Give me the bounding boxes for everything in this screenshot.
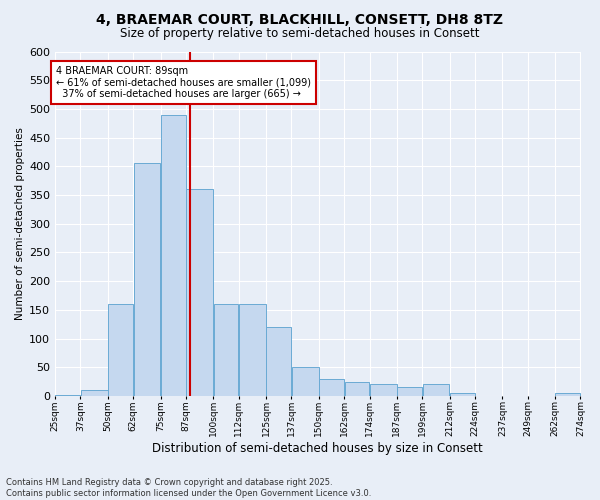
Bar xyxy=(370,384,397,396)
X-axis label: Distribution of semi-detached houses by size in Consett: Distribution of semi-detached houses by … xyxy=(152,442,483,455)
Text: 4 BRAEMAR COURT: 89sqm
← 61% of semi-detached houses are smaller (1,099)
  37% o: 4 BRAEMAR COURT: 89sqm ← 61% of semi-det… xyxy=(56,66,311,99)
Bar xyxy=(556,393,580,396)
Bar xyxy=(450,393,475,396)
Text: Contains HM Land Registry data © Crown copyright and database right 2025.
Contai: Contains HM Land Registry data © Crown c… xyxy=(6,478,371,498)
Bar xyxy=(81,390,107,396)
Bar xyxy=(108,304,133,396)
Bar xyxy=(214,304,238,396)
Bar xyxy=(161,114,185,396)
Bar xyxy=(55,395,80,396)
Bar xyxy=(186,190,213,396)
Text: Size of property relative to semi-detached houses in Consett: Size of property relative to semi-detach… xyxy=(120,28,480,40)
Bar xyxy=(344,382,369,396)
Bar xyxy=(397,388,422,396)
Bar xyxy=(239,304,266,396)
Y-axis label: Number of semi-detached properties: Number of semi-detached properties xyxy=(15,128,25,320)
Bar xyxy=(266,327,291,396)
Bar xyxy=(422,384,449,396)
Bar xyxy=(292,367,319,396)
Bar xyxy=(319,378,344,396)
Bar xyxy=(134,164,160,396)
Text: 4, BRAEMAR COURT, BLACKHILL, CONSETT, DH8 8TZ: 4, BRAEMAR COURT, BLACKHILL, CONSETT, DH… xyxy=(97,12,503,26)
